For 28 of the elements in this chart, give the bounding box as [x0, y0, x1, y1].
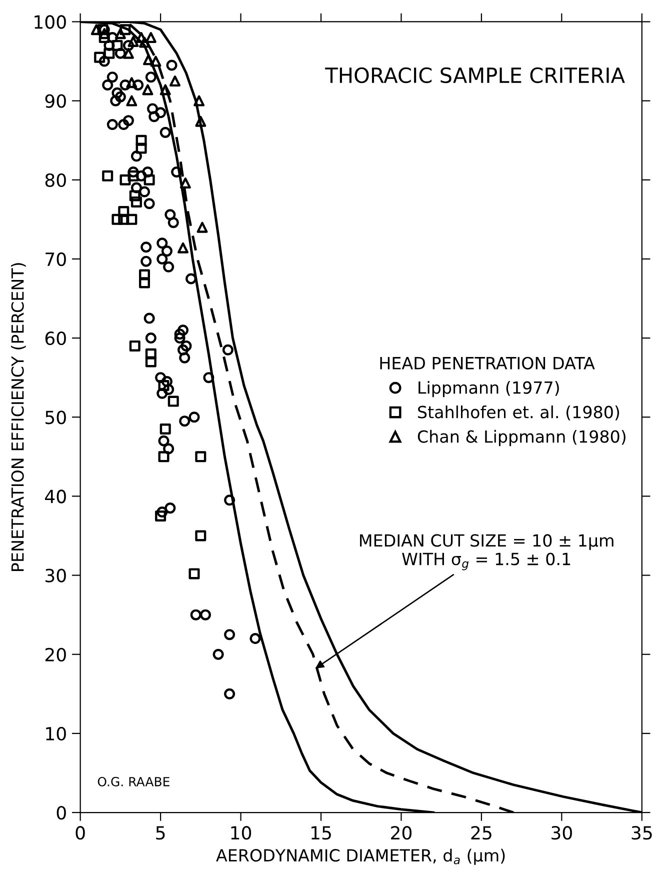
y-tick-label: 80 — [45, 173, 66, 187]
annotation: O.G. RAABE — [98, 776, 170, 786]
x-tick-label: 25 — [471, 826, 492, 840]
x-tick-label: 0 — [76, 826, 85, 840]
x-tick-label: 30 — [552, 826, 572, 840]
y-tick-label: 40 — [45, 490, 66, 504]
x-tick-label: 35 — [632, 826, 652, 840]
x-tick-label: 5 — [156, 826, 165, 840]
legend-title: HEAD PENETRATION DATA — [380, 356, 595, 370]
legend-label: Chan & Lippmann (1980) — [418, 430, 626, 446]
y-tick-label: 20 — [45, 648, 66, 662]
y-tick-label: 10 — [46, 726, 66, 741]
y-tick-label: 0 — [56, 806, 66, 820]
y-tick-label: 70 — [46, 252, 66, 266]
y-tick-label: 60 — [45, 332, 66, 346]
y-tick-label: 30 — [46, 568, 66, 582]
text: THORACIC SAMPLE CRITERIA — [325, 67, 625, 84]
x-tick-label: 15 — [311, 826, 331, 840]
y-axis-title: PENETRATION EFFICIENCY (PERCENT) — [10, 263, 26, 571]
x-tick-label: 10 — [231, 826, 252, 840]
legend-label: Stahlhofen et. al. (1980) — [418, 405, 620, 420]
x-tick-label: 20 — [391, 826, 412, 840]
legend-label: Lippmann (1977) — [418, 381, 559, 398]
y-tick-label: 50 — [46, 410, 66, 424]
y-tick-label: 90 — [45, 94, 66, 108]
annotation: MEDIAN CUT SIZE = 10 ± 1μm WITH σ$_{g}$ = 1.5 ± 0.1 — [360, 534, 614, 570]
y-tick-label: 100 — [34, 15, 66, 29]
x-axis-title: AERODYNAMIC DIAMETER, d$_{a}$ (μm) — [216, 848, 505, 865]
